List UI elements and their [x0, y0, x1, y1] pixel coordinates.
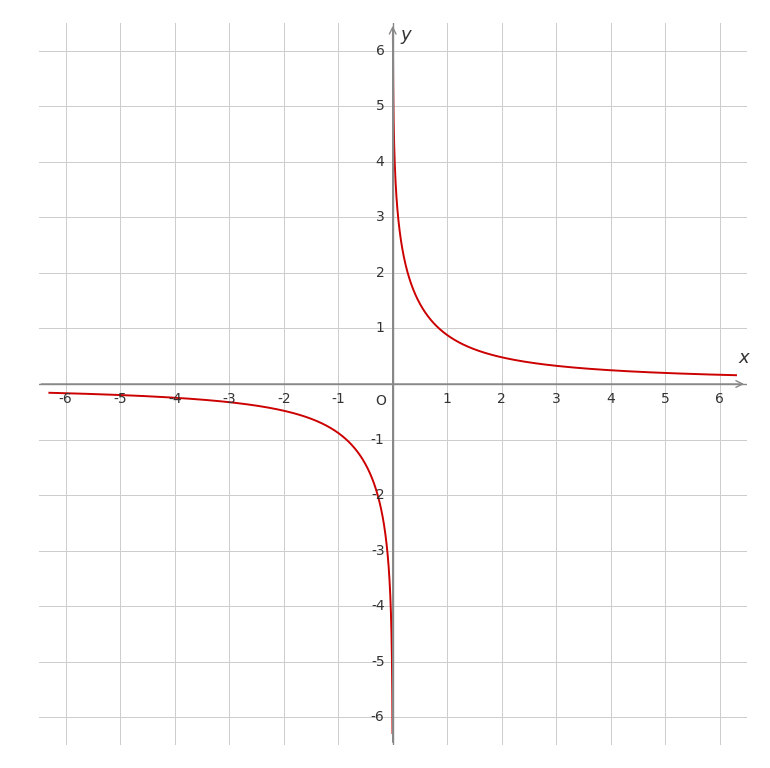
- Text: 4: 4: [376, 155, 384, 169]
- Text: 2: 2: [497, 392, 506, 406]
- Text: x: x: [738, 349, 749, 367]
- Text: -1: -1: [331, 392, 345, 406]
- Text: 3: 3: [552, 392, 561, 406]
- Text: -5: -5: [371, 654, 384, 669]
- Text: -2: -2: [371, 488, 384, 502]
- Text: 5: 5: [376, 99, 384, 114]
- Text: -4: -4: [371, 599, 384, 613]
- Text: -2: -2: [277, 392, 290, 406]
- Text: -1: -1: [371, 432, 384, 446]
- Text: -3: -3: [223, 392, 236, 406]
- Text: -3: -3: [371, 544, 384, 558]
- Text: -6: -6: [371, 710, 384, 724]
- Text: 3: 3: [376, 210, 384, 224]
- Text: 4: 4: [606, 392, 615, 406]
- Text: 1: 1: [376, 322, 384, 336]
- Text: 1: 1: [443, 392, 452, 406]
- Text: 5: 5: [661, 392, 670, 406]
- Text: 6: 6: [715, 392, 724, 406]
- Text: 2: 2: [376, 266, 384, 280]
- Text: -4: -4: [168, 392, 182, 406]
- Text: y: y: [401, 26, 411, 44]
- Text: 6: 6: [376, 44, 384, 58]
- Text: -6: -6: [59, 392, 72, 406]
- Text: O: O: [375, 394, 387, 408]
- Text: -5: -5: [113, 392, 127, 406]
